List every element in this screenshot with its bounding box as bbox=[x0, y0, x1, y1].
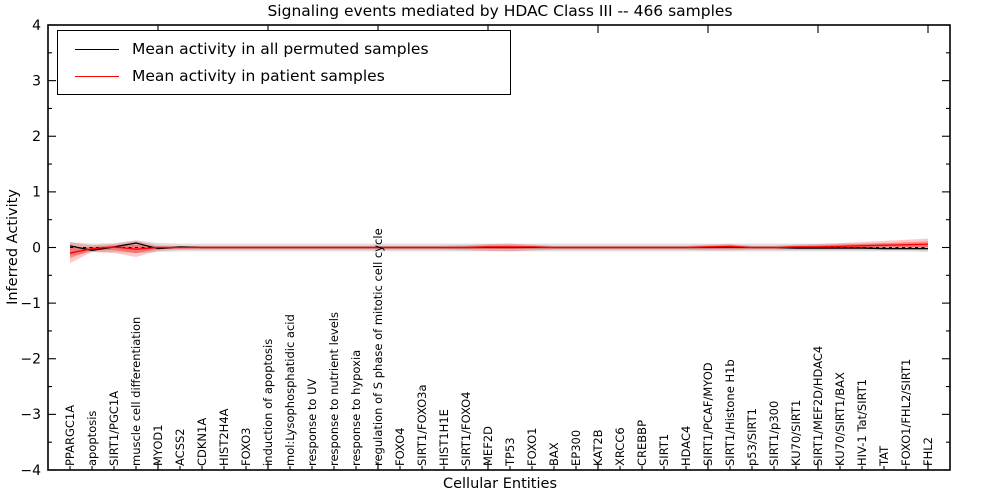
x-category-label: FOXO1 bbox=[525, 428, 539, 466]
x-category-label: induction of apoptosis bbox=[261, 339, 275, 466]
x-category-label: FOXO1/FHL2/SIRT1 bbox=[899, 359, 913, 466]
x-category-label: PPARGC1A bbox=[63, 405, 77, 466]
x-category-label: FOXO4 bbox=[393, 428, 407, 466]
x-category-label: CDKN1A bbox=[195, 418, 209, 466]
x-category-label: response to nutrient levels bbox=[327, 312, 341, 466]
x-category-labels: PPARGC1A apoptosis SIRT1/PGC1A muscle cell … bbox=[63, 228, 935, 467]
x-category-label: SIRT1/Histone H1b bbox=[723, 359, 737, 466]
x-category-label: p53/SIRT1 bbox=[745, 408, 759, 466]
x-category-label: HIV-1 Tat/SIRT1 bbox=[855, 379, 869, 466]
x-category-label: response to hypoxia bbox=[349, 350, 363, 466]
x-category-label: FHL2 bbox=[921, 437, 935, 466]
x-category-label: HIST2H4A bbox=[217, 408, 231, 466]
x-category-label: BAX bbox=[547, 442, 561, 466]
legend-label: Mean activity in patient samples bbox=[132, 67, 385, 85]
svg-text:0: 0 bbox=[32, 240, 41, 256]
svg-text:−4: −4 bbox=[20, 463, 41, 479]
x-category-label: muscle cell differentiation bbox=[129, 317, 143, 466]
x-category-label: MEF2D bbox=[481, 426, 495, 466]
x-category-label: SIRT1/FOXO3a bbox=[415, 384, 429, 466]
patient-std-band-outer bbox=[70, 238, 928, 264]
x-category-label: SIRT1/p300 bbox=[767, 401, 781, 466]
x-category-label: SIRT1/FOXO4 bbox=[459, 391, 473, 466]
x-category-label: KU70/SIRT1 bbox=[789, 400, 803, 466]
x-category-label: regulation of S phase of mitotic cell cy… bbox=[371, 228, 385, 466]
svg-text:1: 1 bbox=[32, 185, 41, 201]
x-category-label: mol:Lysophosphatidic acid bbox=[283, 314, 297, 466]
x-axis-label: Cellular Entities bbox=[442, 476, 558, 492]
legend-label: Mean activity in all permuted samples bbox=[132, 40, 429, 58]
svg-text:−2: −2 bbox=[20, 352, 41, 368]
svg-text:3: 3 bbox=[32, 73, 41, 89]
legend-entry-permuted: Mean activity in all permuted samples bbox=[58, 40, 510, 58]
x-category-label: FOXO3 bbox=[239, 428, 253, 466]
x-category-label: MYOD1 bbox=[151, 424, 165, 466]
x-category-label: KAT2B bbox=[591, 429, 605, 466]
x-category-label: XRCC6 bbox=[613, 427, 627, 466]
y-axis-label: Inferred Activity bbox=[5, 189, 21, 305]
svg-text:4: 4 bbox=[32, 18, 41, 34]
legend-line-sample-black bbox=[75, 48, 119, 50]
legend-entry-patient: Mean activity in patient samples bbox=[58, 67, 510, 85]
legend-line-sample-red bbox=[75, 75, 119, 77]
x-category-label: SIRT1/MEF2D/HDAC4 bbox=[811, 346, 825, 466]
plot-spines bbox=[47, 24, 951, 471]
svg-text:2: 2 bbox=[32, 129, 41, 145]
x-category-label: CREBBP bbox=[635, 420, 649, 466]
x-category-label: HIST1H1E bbox=[437, 409, 451, 466]
x-category-label: TAT bbox=[877, 445, 891, 467]
x-category-label: SIRT1/PCAF/MYOD bbox=[701, 362, 715, 466]
svg-text:−3: −3 bbox=[20, 407, 41, 423]
x-category-label: SIRT1 bbox=[657, 434, 671, 466]
y-tick-labels: −4 −3 −2 −1 0 1 2 3 4 bbox=[20, 18, 41, 479]
x-category-label: TP53 bbox=[503, 437, 517, 467]
x-category-label: KU70/SIRT1/BAX bbox=[833, 372, 847, 466]
x-category-label: response to UV bbox=[305, 378, 319, 466]
series-line-patient bbox=[69, 243, 929, 254]
x-category-label: ACSS2 bbox=[173, 428, 187, 466]
x-category-label: HDAC4 bbox=[679, 426, 693, 466]
x-category-label: EP300 bbox=[569, 430, 583, 466]
x-category-label: apoptosis bbox=[85, 411, 99, 466]
chart-title: Signaling events mediated by HDAC Class … bbox=[267, 2, 733, 20]
svg-text:−1: −1 bbox=[20, 296, 41, 312]
legend: Mean activity in all permuted samples Me… bbox=[57, 30, 511, 95]
x-category-label: SIRT1/PGC1A bbox=[107, 391, 121, 466]
